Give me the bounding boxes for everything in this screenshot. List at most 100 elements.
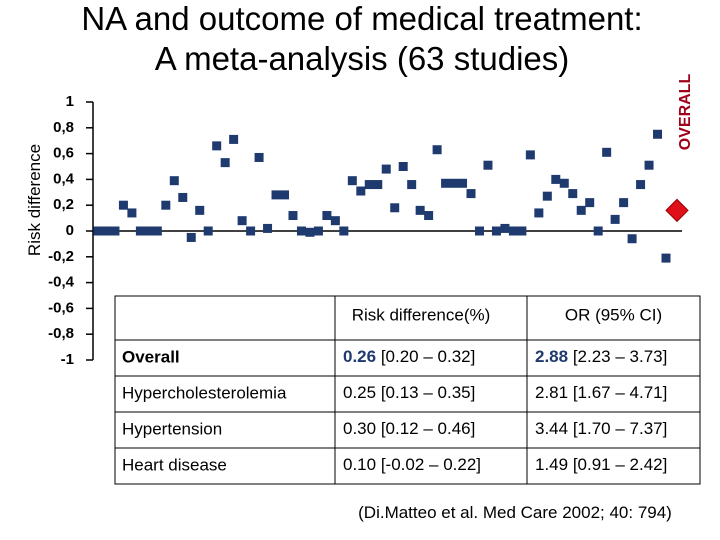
point [280, 190, 290, 200]
confidence-interval: [1.67 – 4.71] [573, 383, 668, 402]
point [508, 226, 518, 236]
column-header: Risk difference(%) [352, 305, 491, 324]
point [93, 226, 103, 236]
point [144, 226, 154, 236]
point [195, 205, 205, 215]
point [118, 200, 128, 210]
point [517, 226, 527, 236]
point [313, 226, 323, 236]
table-cell: 2.81 [1.67 – 4.71] [535, 383, 667, 402]
point [653, 129, 663, 139]
confidence-interval: [0.91 – 2.42] [573, 455, 668, 474]
estimate: 0.30 [343, 419, 376, 438]
table-cell: 0.25 [0.13 – 0.35] [343, 383, 475, 402]
y-tick-label: 0,2 [53, 196, 74, 213]
point [441, 178, 451, 188]
table-bg [114, 295, 701, 485]
point [152, 226, 162, 236]
point [534, 208, 544, 218]
point [593, 226, 603, 236]
point [110, 226, 120, 236]
point [407, 180, 417, 190]
estimate: 0.25 [343, 383, 376, 402]
y-tick-label: 1 [66, 93, 74, 110]
point [602, 147, 612, 157]
y-tick-label: -0,8 [48, 325, 74, 342]
title-line: NA and outcome of medical treatment: [81, 0, 642, 37]
point [203, 226, 213, 236]
y-tick-label: 0 [66, 222, 74, 239]
point [364, 180, 374, 190]
row-label: Hypertension [122, 419, 222, 438]
point [491, 226, 501, 236]
point [474, 226, 484, 236]
point [559, 178, 569, 188]
point [178, 192, 188, 202]
y-tick-label: -0,2 [48, 248, 74, 265]
point [339, 226, 349, 236]
point [330, 216, 340, 226]
confidence-interval: [-0.02 – 0.22] [381, 455, 481, 474]
point [347, 176, 357, 186]
confidence-interval: [0.20 – 0.32] [381, 347, 476, 366]
point [263, 223, 273, 233]
point [398, 162, 408, 171]
point [619, 198, 629, 208]
point [483, 160, 493, 170]
point [525, 150, 535, 160]
point [424, 211, 434, 221]
y-tick-label: 0,8 [53, 119, 74, 136]
point [415, 205, 425, 215]
table-cell: 0.30 [0.12 – 0.46] [343, 419, 475, 438]
point [432, 145, 442, 155]
y-axis-title: Risk difference [25, 144, 44, 256]
point [390, 203, 400, 213]
point [246, 226, 256, 236]
point [254, 152, 264, 162]
point [288, 211, 298, 221]
point [356, 186, 366, 196]
confidence-interval: [1.70 – 7.37] [573, 419, 668, 438]
estimate: 1.49 [535, 455, 568, 474]
point [585, 198, 595, 208]
table-cell: 1.49 [0.91 – 2.42] [535, 455, 667, 474]
y-tick-label: -0,6 [48, 299, 74, 316]
point [644, 160, 654, 170]
point [542, 191, 552, 201]
point [458, 178, 468, 188]
point [229, 134, 239, 144]
point [135, 226, 145, 236]
point [610, 214, 620, 224]
point [661, 253, 671, 263]
y-tick-label: 0,4 [53, 170, 75, 187]
point [381, 164, 391, 174]
table-cell: 0.10 [-0.02 – 0.22] [343, 455, 481, 474]
overall-diamond [665, 198, 689, 223]
footnote: (Di.Matteo et al. Med Care 2002; 40: 794… [358, 503, 672, 522]
confidence-interval: [2.23 – 3.73] [573, 347, 668, 366]
point [169, 176, 179, 186]
overall-label: OVERALL [677, 74, 694, 151]
point [186, 232, 196, 242]
confidence-interval: [0.13 – 0.35] [381, 383, 476, 402]
table-cell: 2.88 [2.23 – 3.73] [535, 347, 667, 366]
estimate: 2.81 [535, 383, 568, 402]
point [237, 216, 247, 226]
table-cell: 0.26 [0.20 – 0.32] [343, 347, 475, 366]
point [551, 174, 561, 184]
point [161, 200, 171, 210]
point [271, 190, 281, 200]
point [101, 226, 111, 236]
estimate: 2.88 [535, 347, 568, 366]
estimate: 0.26 [343, 347, 376, 366]
column-header: OR (95% CI) [565, 305, 662, 324]
point [627, 234, 637, 244]
point [296, 226, 306, 236]
point [373, 180, 383, 190]
point [322, 211, 332, 221]
point [220, 158, 230, 168]
point [636, 180, 646, 190]
y-tick-label: -1 [61, 351, 74, 368]
title-line: A meta-analysis (63 studies) [155, 40, 570, 77]
